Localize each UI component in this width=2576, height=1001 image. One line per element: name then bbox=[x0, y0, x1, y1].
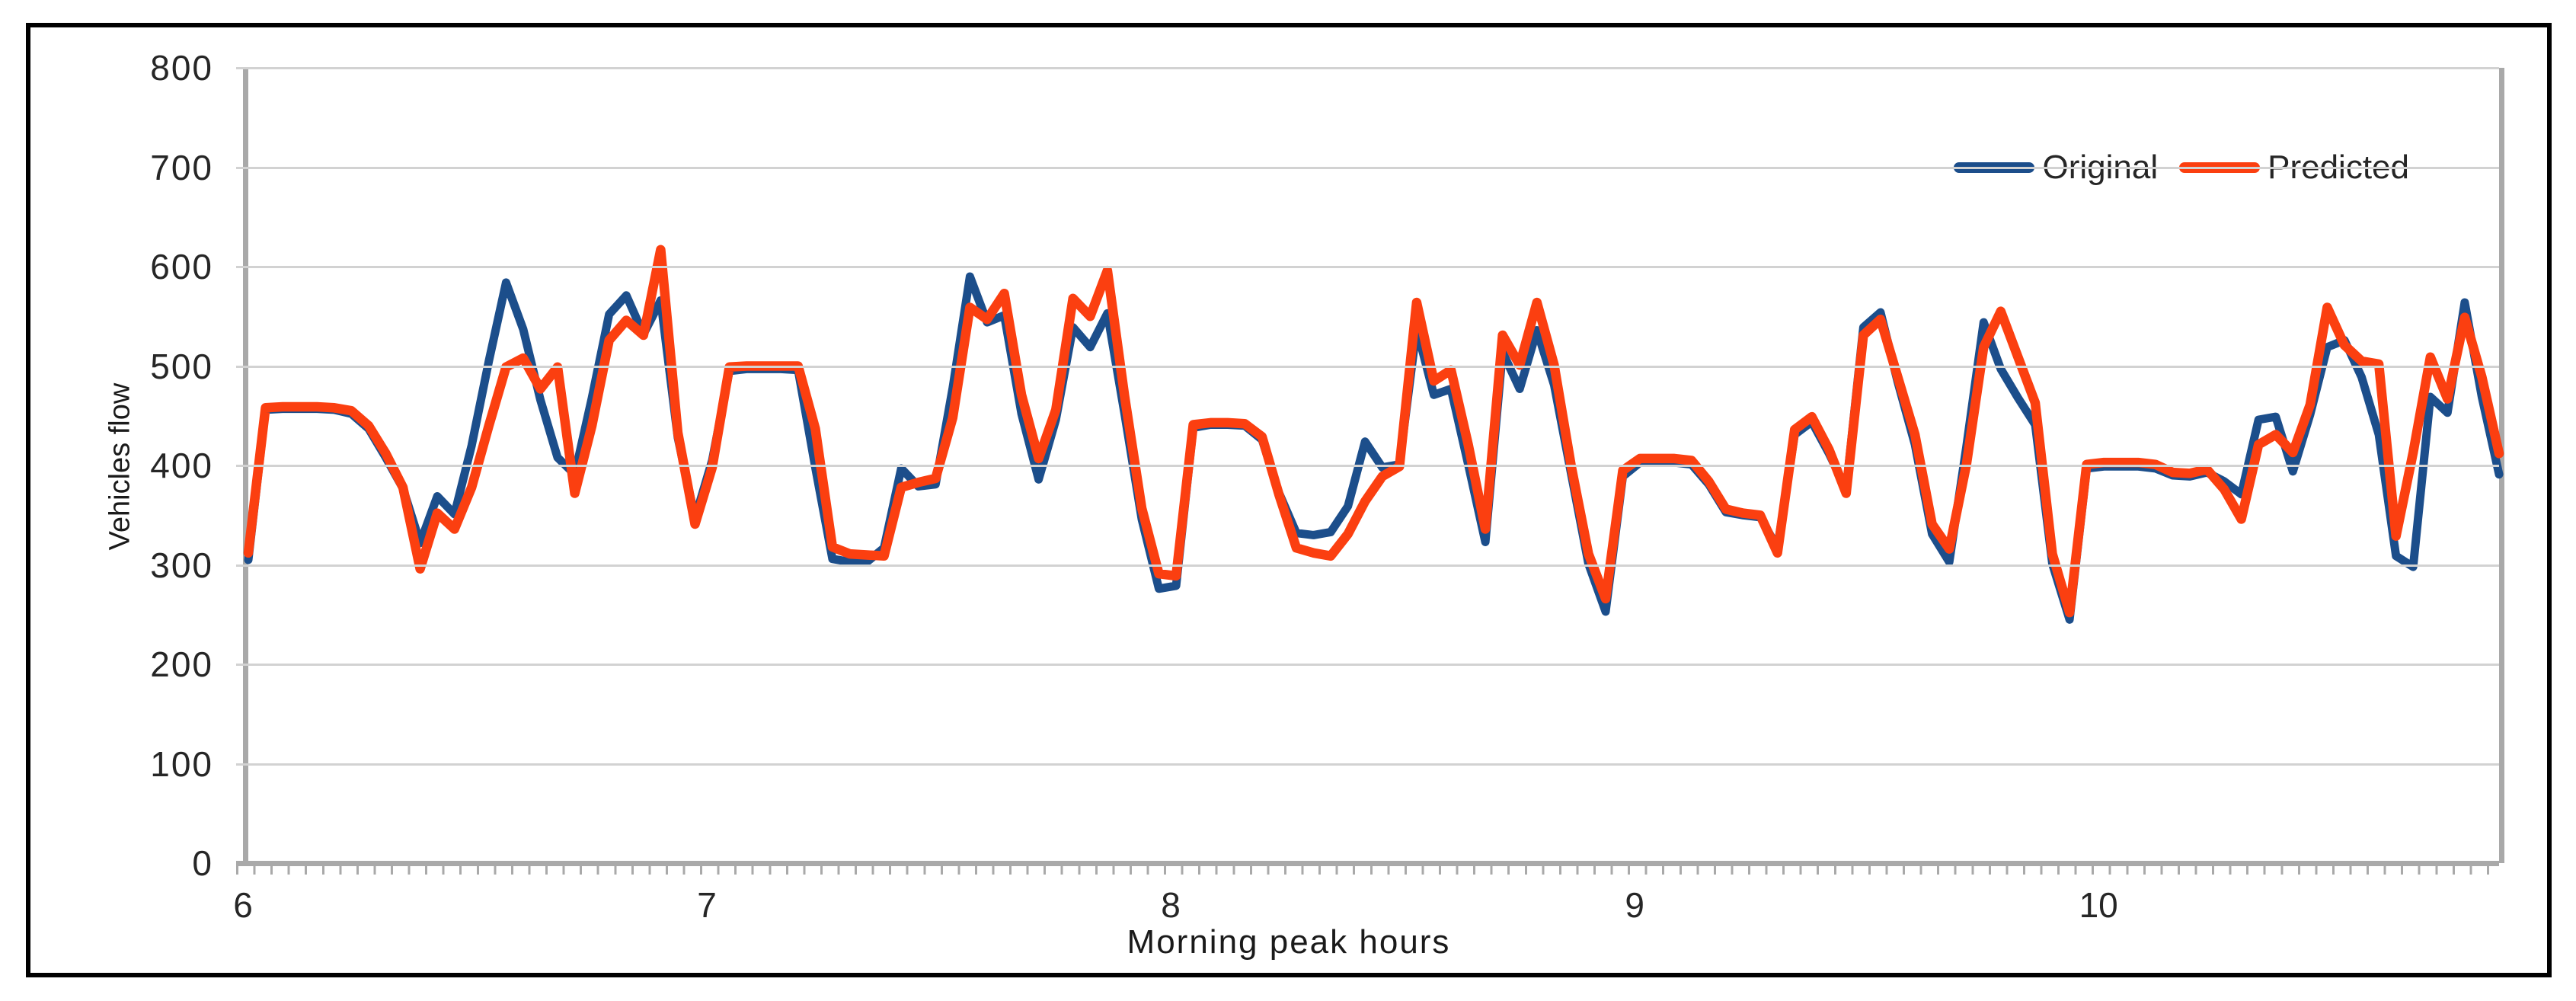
gridline-y-500 bbox=[236, 365, 2499, 368]
y-tick-label-800: 800 bbox=[150, 48, 213, 88]
gridline-y-800 bbox=[236, 67, 2499, 69]
gridline-y-200 bbox=[236, 664, 2499, 666]
chart-figure: Vehicles flow Original Predicted Morning… bbox=[26, 23, 2552, 977]
gridline-y-400 bbox=[236, 465, 2499, 467]
y-tick-label-200: 200 bbox=[150, 644, 213, 684]
y-tick-label-300: 300 bbox=[150, 545, 213, 585]
y-tick-label-700: 700 bbox=[150, 147, 213, 187]
x-tick-label-10: 10 bbox=[2079, 885, 2118, 925]
x-tick-label-8: 8 bbox=[1161, 885, 1181, 925]
gridline-y-100 bbox=[236, 763, 2499, 766]
gridline-y-600 bbox=[236, 266, 2499, 268]
y-tick-label-500: 500 bbox=[150, 346, 213, 386]
x-axis-title: Morning peak hours bbox=[1127, 923, 1451, 961]
y-tick-label-100: 100 bbox=[150, 744, 213, 784]
plot-area: Original Predicted bbox=[236, 67, 2504, 875]
x-tick-label-7: 7 bbox=[697, 885, 717, 925]
predicted-series-line bbox=[243, 245, 2504, 618]
x-tick-label-6: 6 bbox=[233, 885, 253, 925]
y-tick-label-600: 600 bbox=[150, 247, 213, 286]
x-tick-label-9: 9 bbox=[1625, 885, 1644, 925]
gridline-y-300 bbox=[236, 564, 2499, 567]
y-tick-label-400: 400 bbox=[150, 446, 213, 485]
gridline-y-700 bbox=[236, 166, 2499, 169]
y-tick-label-0: 0 bbox=[192, 843, 213, 883]
x-axis-line bbox=[236, 861, 2499, 866]
